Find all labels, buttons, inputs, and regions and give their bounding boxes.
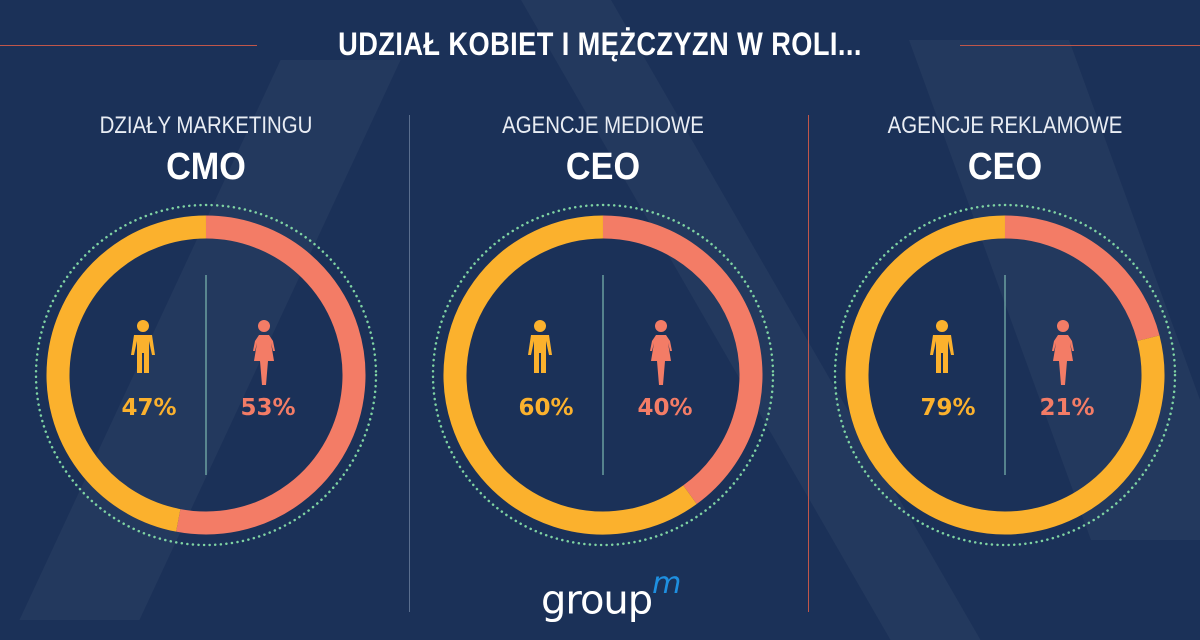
men-percent-label: 47% — [121, 395, 176, 421]
men-percent-label: 79% — [920, 395, 975, 421]
dotted-ring — [833, 203, 1177, 547]
panel-role: CMO — [166, 146, 246, 188]
donut-segment-women — [602, 215, 763, 505]
women-percent-label: 40% — [637, 395, 692, 421]
donut-segment-men — [443, 215, 697, 535]
dotted-ring — [431, 203, 775, 547]
woman-icon-head — [655, 320, 667, 332]
donut-segment-men — [845, 215, 1165, 535]
panel-divider — [409, 115, 410, 612]
woman-icon — [253, 335, 275, 385]
man-icon-head — [137, 320, 149, 332]
donut-segment-women — [176, 215, 366, 535]
page-title: UDZIAŁ KOBIET I MĘŻCZYZN W ROLI... — [338, 26, 862, 62]
men-percent-label: 60% — [518, 395, 573, 421]
panel-divider — [808, 115, 809, 612]
man-icon — [930, 335, 954, 373]
logo-text: group — [541, 577, 653, 624]
donut-segment-women — [1004, 215, 1160, 342]
man-icon-head — [936, 320, 948, 332]
man-icon — [131, 335, 155, 373]
title-rule-left — [0, 45, 257, 46]
groupm-logo: groupm — [541, 566, 681, 624]
panel-role: CEO — [967, 146, 1043, 188]
panel-subtitle: AGENCJE REKLAMOWE — [887, 112, 1123, 139]
title-rule-right — [960, 45, 1200, 46]
logo-sup: m — [652, 566, 681, 601]
woman-icon-head — [1057, 320, 1069, 332]
woman-icon-head — [258, 320, 270, 332]
man-icon — [528, 335, 552, 373]
panel-marketing: DZIAŁY MARKETINGU CMO — [6, 112, 406, 189]
women-percent-label: 53% — [240, 395, 295, 421]
woman-icon — [650, 335, 672, 385]
women-percent-label: 21% — [1039, 395, 1094, 421]
panel-subtitle: AGENCJE MEDIOWE — [502, 112, 704, 139]
panel-advertising: AGENCJE REKLAMOWE CEO — [805, 112, 1200, 189]
dotted-ring — [34, 203, 378, 547]
man-icon-head — [534, 320, 546, 332]
panel-subtitle: DZIAŁY MARKETINGU — [99, 112, 313, 139]
woman-icon — [1052, 335, 1074, 385]
panel-role: CEO — [565, 146, 641, 188]
donut-segment-men — [46, 215, 207, 532]
panel-media: AGENCJE MEDIOWE CEO — [403, 112, 803, 189]
